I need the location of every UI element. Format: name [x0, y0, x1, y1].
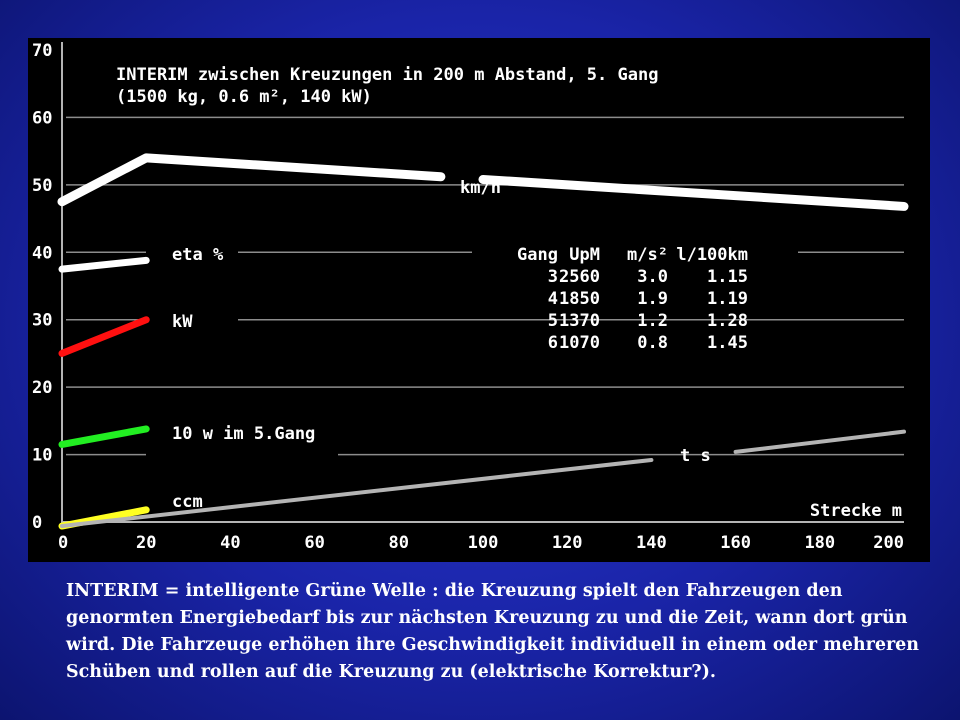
y-tick-label: 50 [32, 176, 52, 196]
series-line [60, 457, 654, 529]
x-tick-label: 140 [636, 533, 667, 553]
table-cell: 1.28 [707, 311, 748, 331]
table-cell: 1.45 [707, 333, 748, 353]
table-cell: 1.15 [707, 267, 748, 287]
series-line [733, 429, 906, 454]
chart-panel: 0 10 20 30 40 50 60 70 0 20 40 60 80 100 120 140 160 180 2… [28, 38, 930, 562]
y-tick-label: 40 [32, 243, 52, 263]
x-tick-label: 180 [804, 533, 835, 553]
table-header: l/100km [676, 245, 748, 265]
x-tick-label: 200 [873, 533, 904, 553]
series-line [58, 256, 150, 273]
caption-text: INTERIM = intelligente Grüne Welle : die… [66, 581, 920, 682]
table-cell: 3 [548, 267, 558, 287]
x-tick-label: 120 [552, 533, 583, 553]
chart-title: INTERIM zwischen Kreuzungen in 200 m Abs… [116, 65, 658, 85]
series-line [58, 425, 150, 448]
y-tick-label: 30 [32, 311, 52, 331]
series-label: t s [680, 446, 711, 466]
table-cell: 4 [548, 289, 558, 309]
series-line [57, 153, 446, 207]
x-tick-label: 80 [389, 533, 409, 553]
table-cell: 3.0 [637, 267, 668, 287]
series-group [57, 153, 909, 530]
table-cell: 1.9 [637, 289, 668, 309]
series-line [478, 174, 909, 211]
series-labels: km/h eta % kW 10 w im 5.Gang ccm t s [172, 178, 711, 512]
x-tick-label: 100 [468, 533, 499, 553]
x-tick-label: 60 [304, 533, 324, 553]
chart-background [28, 38, 930, 562]
table-cell: 6 [548, 333, 558, 353]
series-label: 10 w im 5.Gang [172, 424, 315, 444]
x-tick-label: 40 [220, 533, 240, 553]
table-cell: 5 [548, 311, 558, 331]
y-tick-label: 70 [32, 41, 52, 61]
y-tick-label: 0 [32, 513, 42, 533]
table-header: m/s² [627, 245, 668, 265]
x-axis-label: Strecke m [810, 501, 902, 521]
series-label: ccm [172, 492, 203, 512]
table-header: Gang [517, 245, 558, 265]
x-tick-label: 160 [720, 533, 751, 553]
table-cell: 2560 [559, 267, 600, 287]
series-line [58, 316, 150, 357]
series-label: eta % [172, 245, 224, 265]
chart-subtitle: (1500 kg, 0.6 m², 140 kW) [116, 87, 372, 107]
table-cell: 1370 [559, 311, 600, 331]
y-tick-label: 10 [32, 446, 52, 466]
y-tick-label: 20 [32, 378, 52, 398]
grid [66, 116, 904, 456]
y-tick-label: 60 [32, 108, 52, 128]
series-label: kW [172, 312, 193, 332]
axes: 0 10 20 30 40 50 60 70 0 20 40 60 80 100 120 140 160 180 2… [32, 41, 904, 553]
x-tick-label: 0 [58, 533, 68, 553]
table-cell: 1850 [559, 289, 600, 309]
x-tick-label: 20 [136, 533, 156, 553]
table-cell: 1.19 [707, 289, 748, 309]
table-cell: 1.2 [637, 311, 668, 331]
table-cell: 0.8 [637, 333, 668, 353]
series-label: km/h [460, 178, 501, 198]
table-cell: 1070 [559, 333, 600, 353]
table-header: UpM [569, 245, 600, 265]
